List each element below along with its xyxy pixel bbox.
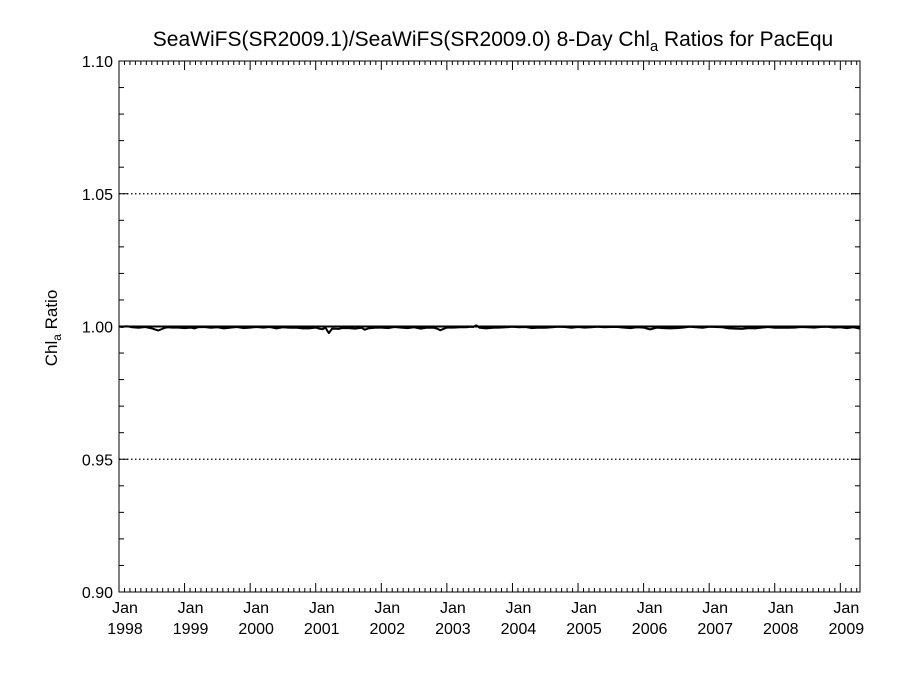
- x-tick-sublabel: 2001: [304, 621, 340, 638]
- x-tick-sublabel: 2003: [435, 621, 471, 638]
- x-tick-label: Jan: [571, 600, 597, 617]
- y-tick-label: 0.95: [82, 452, 113, 469]
- x-tick-sublabel: 2004: [501, 621, 537, 638]
- series-line: [118, 324, 861, 335]
- y-tick-label: 1.05: [82, 187, 113, 204]
- x-tick-sublabel: 1999: [173, 621, 209, 638]
- x-tick-label: Jan: [243, 600, 269, 617]
- x-tick-sublabel: 2006: [632, 621, 668, 638]
- x-tick-label: Jan: [833, 600, 859, 617]
- chart-title: SeaWiFS(SR2009.1)/SeaWiFS(SR2009.0) 8-Da…: [152, 28, 834, 56]
- y-tick-label: 0.90: [82, 585, 113, 602]
- x-tick-sublabel: 2002: [370, 621, 406, 638]
- x-tick-label: Jan: [506, 600, 532, 617]
- y-tick-label: 1.10: [82, 54, 113, 71]
- plot-frame: [118, 60, 861, 593]
- x-tick-label: Jan: [309, 600, 335, 617]
- x-tick-sublabel: 2009: [829, 621, 865, 638]
- x-tick-sublabel: 2007: [697, 621, 733, 638]
- x-tick-label: Jan: [637, 600, 663, 617]
- x-tick-label: Jan: [178, 600, 204, 617]
- x-tick-sublabel: 2008: [763, 621, 799, 638]
- x-tick-sublabel: 1998: [107, 621, 143, 638]
- x-tick-label: Jan: [374, 600, 400, 617]
- x-tick-sublabel: 2000: [238, 621, 274, 638]
- x-tick-sublabel: 2005: [566, 621, 602, 638]
- x-tick-label: Jan: [440, 600, 466, 617]
- x-tick-label: Jan: [702, 600, 728, 617]
- y-tick-label: 1.00: [82, 320, 113, 337]
- x-tick-label: Jan: [112, 600, 138, 617]
- x-tick-label: Jan: [768, 600, 794, 617]
